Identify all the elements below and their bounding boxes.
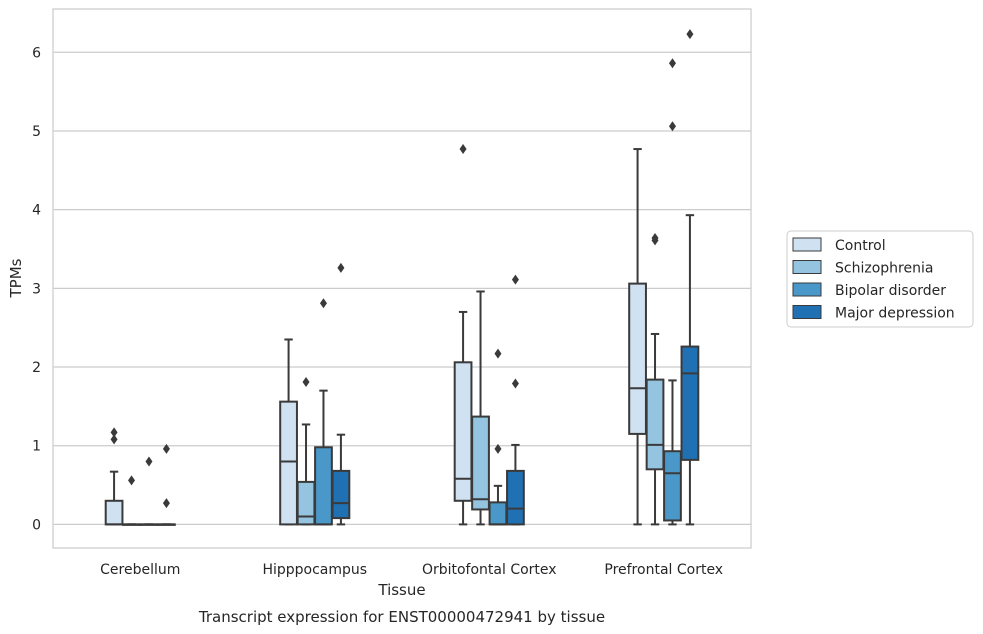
box-body	[645, 378, 665, 471]
outlier-point	[668, 58, 676, 69]
box-body	[471, 415, 490, 511]
y-tick-label: 3	[32, 281, 41, 297]
box	[663, 58, 682, 526]
box-body	[628, 282, 647, 435]
legend-label: Bipolar disorder	[835, 283, 946, 299]
box	[506, 274, 525, 526]
legend-swatch	[792, 305, 822, 319]
outlier-point	[319, 298, 327, 309]
box	[331, 262, 351, 526]
box	[296, 376, 316, 526]
box-body	[663, 450, 682, 522]
outlier-point	[302, 376, 310, 387]
outlier-point	[651, 232, 659, 243]
box-series	[104, 29, 700, 526]
legend-label: Major depression	[835, 306, 955, 322]
box-body	[453, 361, 473, 502]
x-tick-label: Prefrontal Cortex	[604, 562, 723, 578]
legend-frame	[786, 230, 974, 328]
x-tick-label: Orbitofontal Cortex	[422, 562, 557, 578]
box	[488, 348, 508, 526]
outlier-point	[494, 443, 502, 454]
box-body	[314, 446, 333, 526]
box-body	[104, 499, 124, 526]
outlier-point	[337, 262, 345, 273]
box	[104, 427, 124, 526]
box	[628, 148, 647, 526]
outlier-point	[162, 498, 170, 509]
legend-swatch	[792, 282, 822, 297]
legend-label: Schizophrenia	[835, 261, 933, 277]
y-tick-label: 1	[32, 439, 41, 455]
y-tick-label: 5	[32, 124, 41, 140]
outlier-point	[459, 144, 467, 155]
x-tick-label: Cerebellum	[100, 562, 180, 578]
box-body	[279, 400, 298, 526]
series-schizophrenia	[122, 232, 665, 526]
box-body	[680, 345, 700, 461]
y-tick-label: 6	[32, 45, 41, 61]
y-tick-label: 2	[32, 360, 41, 376]
outlier-point	[110, 434, 118, 445]
x-tick-label: Hipppocampus	[262, 562, 367, 578]
outlier-point	[668, 121, 676, 132]
box	[279, 338, 298, 526]
y-axis-label: TPMs	[7, 258, 25, 298]
y-tick-label: 4	[32, 203, 41, 219]
box-body	[506, 469, 525, 526]
legend-label: Control	[835, 238, 886, 254]
series-control	[104, 144, 647, 526]
box	[680, 29, 700, 526]
outlier-point	[511, 274, 519, 285]
y-axis-ticks: 0 1 2 3 4 5 6	[32, 45, 41, 533]
outlier-point	[511, 378, 519, 389]
x-axis-label: Tissue	[377, 581, 425, 599]
box-body	[296, 480, 316, 526]
outlier-point	[110, 427, 118, 438]
y-tick-label: 0	[32, 517, 41, 533]
box	[471, 290, 490, 526]
box-body	[331, 469, 351, 520]
outlier-point	[162, 443, 170, 454]
box	[645, 232, 665, 526]
legend-swatch	[792, 260, 822, 274]
x-axis-ticks: Cerebellum Hipppocampus Orbitofontal Corte…	[100, 562, 723, 578]
box	[157, 443, 176, 526]
outlier-point	[686, 29, 694, 40]
outlier-point	[145, 456, 153, 467]
legend-swatch	[792, 237, 822, 252]
plot-area	[52, 8, 752, 549]
legend: Control Schizophrenia Bipolar disorder Majo…	[786, 230, 974, 328]
chart-caption: Transcript expression for ENST0000047294…	[198, 608, 605, 626]
outlier-point	[128, 475, 136, 486]
series-major-depression	[157, 29, 700, 526]
outlier-point	[494, 348, 502, 359]
box-body	[488, 501, 508, 526]
